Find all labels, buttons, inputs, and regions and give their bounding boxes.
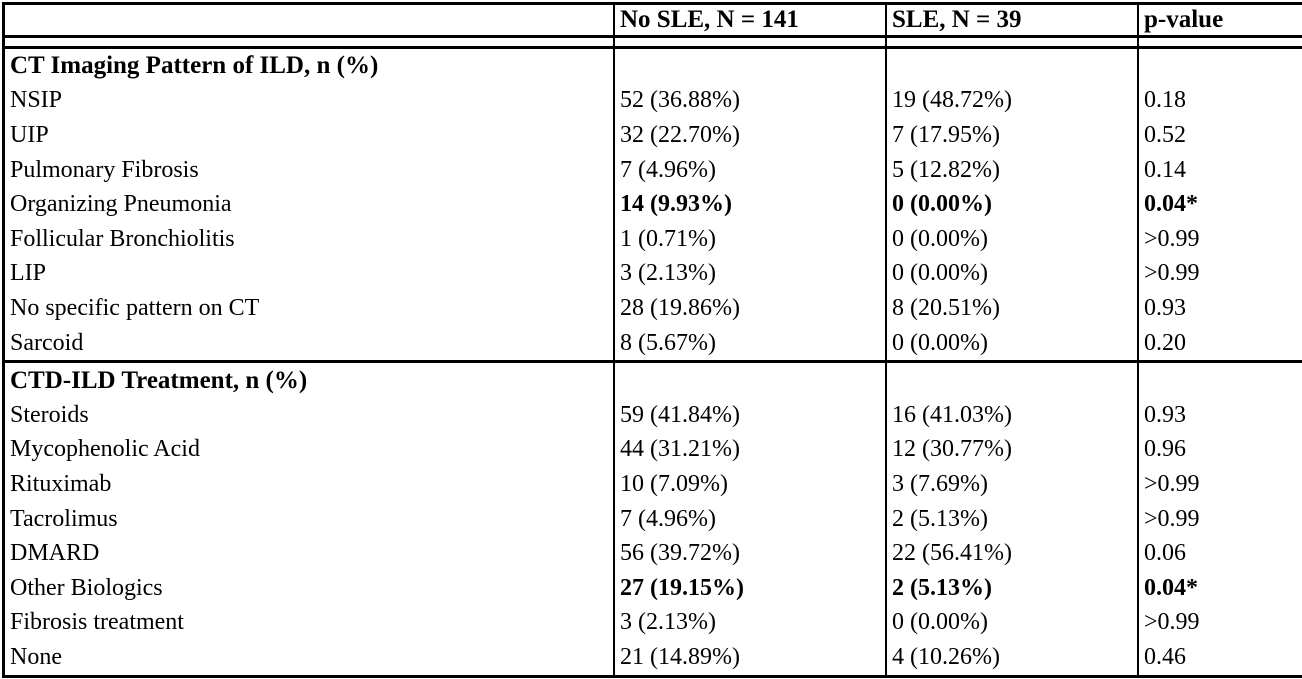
sle-value-cell: 0 (0.00%) [887,256,1139,292]
p-value-cell: 0.18 [1144,87,1186,114]
column-header-empty [5,5,615,38]
sle-value-cell: 2 (5.13%) [887,501,1139,537]
sle-value-cell: 12 (30.77%) [887,432,1139,468]
no-sle-value-cell: 3 (2.13%) [615,256,887,292]
p-value-cell: 0.04* [1144,191,1198,218]
column-header-sle: SLE, N = 39 [887,5,1139,38]
row-label-cell: Tacrolimus [5,501,615,537]
row-label-cell: Rituximab [5,467,615,502]
row-label-cell: None [5,640,615,675]
row-label-cell: Organizing Pneumonia [5,187,615,222]
section-empty-cell [1139,363,1302,398]
section-title: CTD-ILD Treatment, n (%) [5,363,615,398]
sle-value-cell: 4 (10.26%) [887,640,1139,675]
table-row: Pulmonary Fibrosis 7 (4.96%) 5 (12.82%) 0.1… [5,152,1302,188]
table-row: Rituximab 10 (7.09%) 3 (7.69%) >0.99 [5,467,1302,502]
section-empty-cell [615,363,887,398]
sle-value-cell: 0 (0.00%) [887,605,1139,641]
no-sle-value-cell: 3 (2.13%) [615,605,887,641]
no-sle-value-cell: 14 (9.93%) [615,187,887,222]
section-empty-cell [887,363,1139,398]
table-row: LIP 3 (2.13%) 0 (0.00%) >0.99 [5,256,1302,292]
row-label-cell: NSIP [5,83,615,119]
column-header-row: No SLE, N = 141 SLE, N = 39 p-value [5,5,1302,38]
section-empty-cell [887,49,1139,84]
row-label-cell: LIP [5,256,615,292]
p-value-cell: 0.14 [1144,156,1186,183]
table-row: No specific pattern on CT 28 (19.86%) 8 (2… [5,291,1302,326]
column-header-no-sle: No SLE, N = 141 [615,5,887,38]
table-row: Fibrosis treatment 3 (2.13%) 0 (0.00%) >0.9… [5,605,1302,641]
section-header-row: CTD-ILD Treatment, n (%) [5,363,1302,398]
table-row: Steroids 59 (41.84%) 16 (41.03%) 0.93 [5,397,1302,433]
sle-value-cell: 8 (20.51%) [887,291,1139,326]
sle-value-cell: 0 (0.00%) [887,325,1139,364]
p-value-cell: 0.52 [1144,121,1186,148]
sle-value-cell: 22 (56.41%) [887,536,1139,571]
p-value-cell: 0.20 [1139,326,1302,364]
sle-value-cell: 19 (48.72%) [887,83,1139,119]
row-label-cell: Pulmonary Fibrosis [5,152,615,188]
sle-value-cell: 7 (17.95%) [887,118,1139,153]
p-value-cell: 0.96 [1144,436,1186,463]
row-label-cell: UIP [5,118,615,153]
no-sle-value-cell: 27 (19.15%) [615,570,887,606]
table-row: Organizing Pneumonia 14 (9.93%) 0 (0.00%) 0… [5,187,1302,222]
row-label-cell: Fibrosis treatment [5,605,615,641]
row-label-cell: Mycophenolic Acid [5,432,615,468]
row-label-cell: Other Biologics [5,570,615,606]
section-empty-cell [1139,49,1302,84]
p-value-cell: >0.99 [1144,609,1200,636]
table-row: UIP 32 (22.70%) 7 (17.95%) 0.52 [5,118,1302,153]
p-value-cell: 0.93 [1144,401,1186,428]
sle-value-cell: 0 (0.00%) [887,187,1139,222]
no-sle-value-cell: 44 (31.21%) [615,432,887,468]
no-sle-value-cell: 7 (4.96%) [615,501,887,537]
sle-value-cell: 0 (0.00%) [887,221,1139,257]
table-row: Mycophenolic Acid 44 (31.21%) 12 (30.77%) 0… [5,432,1302,468]
p-value-cell: 0.46 [1144,643,1186,670]
no-sle-value-cell: 59 (41.84%) [615,397,887,433]
table-row: NSIP 52 (36.88%) 19 (48.72%) 0.18 [5,83,1302,119]
p-value-cell: >0.99 [1144,225,1200,252]
section-header-row: CT Imaging Pattern of ILD, n (%) [5,49,1302,84]
row-label-cell: DMARD [5,536,615,571]
no-sle-value-cell: 52 (36.88%) [615,83,887,119]
no-sle-value-cell: 8 (5.67%) [615,325,887,364]
p-value-cell: >0.99 [1144,260,1200,287]
sle-value-cell: 2 (5.13%) [887,570,1139,606]
sle-value-cell: 5 (12.82%) [887,152,1139,188]
table-body: CT Imaging Pattern of ILD, n (%) NSIP 52 (… [5,49,1302,675]
table-row: Other Biologics 27 (19.15%) 2 (5.13%) 0.04* [5,570,1302,606]
no-sle-value-cell: 21 (14.89%) [615,640,887,675]
no-sle-value-cell: 28 (19.86%) [615,291,887,326]
p-value-cell: 0.06 [1144,540,1186,567]
sle-value-cell: 16 (41.03%) [887,397,1139,433]
no-sle-value-cell: 56 (39.72%) [615,536,887,571]
table-row: Sarcoid 8 (5.67%) 0 (0.00%) 0.20 [5,325,1302,364]
table-row: Tacrolimus 7 (4.96%) 2 (5.13%) >0.99 [5,501,1302,537]
row-label-cell: Sarcoid [5,325,615,364]
p-value-cell: 0.04* [1144,574,1198,601]
row-label-cell: No specific pattern on CT [5,291,615,326]
column-header-p-value: p-value [1139,5,1302,38]
row-label-cell: Steroids [5,397,615,433]
p-value-cell: 0.93 [1144,294,1186,321]
no-sle-value-cell: 32 (22.70%) [615,118,887,153]
section-title: CT Imaging Pattern of ILD, n (%) [5,49,615,84]
table-row: None 21 (14.89%) 4 (10.26%) 0.46 [5,640,1302,675]
table-row: Follicular Bronchiolitis 1 (0.71%) 0 (0.00… [5,221,1302,257]
no-sle-value-cell: 10 (7.09%) [615,467,887,502]
no-sle-value-cell: 1 (0.71%) [615,221,887,257]
row-label-cell: Follicular Bronchiolitis [5,221,615,257]
header-double-rule-gap [5,38,1302,49]
section-empty-cell [615,49,887,84]
no-sle-value-cell: 7 (4.96%) [615,152,887,188]
table-row: DMARD 56 (39.72%) 22 (56.41%) 0.06 [5,536,1302,571]
p-value-cell: >0.99 [1144,505,1200,532]
sle-value-cell: 3 (7.69%) [887,467,1139,502]
p-value-cell: >0.99 [1144,470,1200,497]
